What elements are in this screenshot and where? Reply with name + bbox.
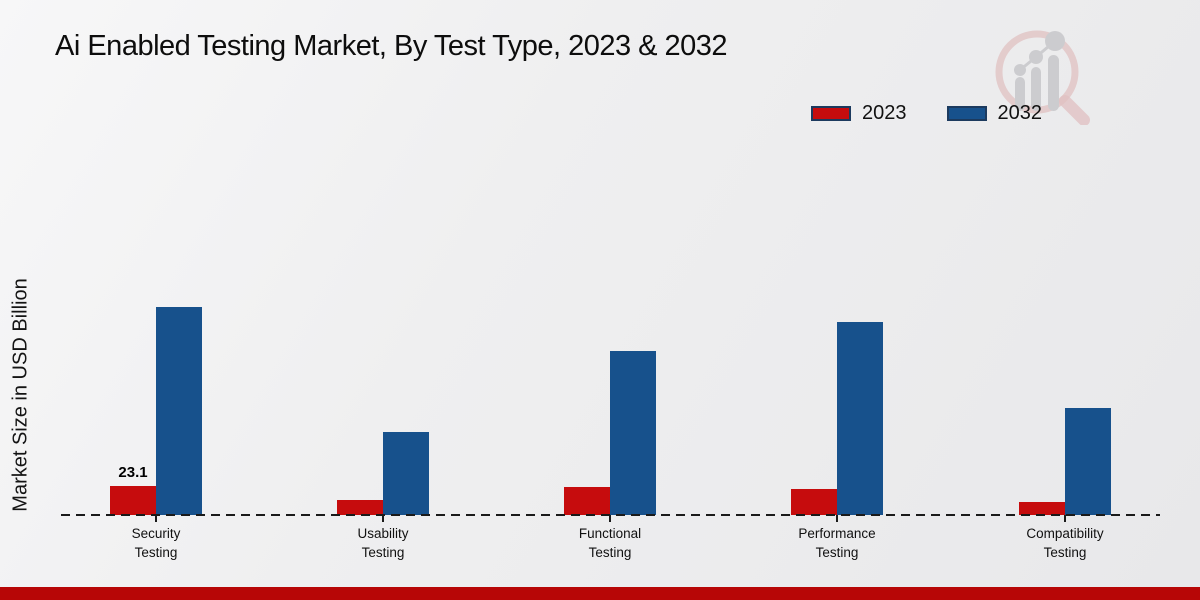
legend: 2023 2032 [811, 102, 1042, 125]
x-axis-tick-functional-testing [609, 515, 611, 522]
y-axis-label: Market Size in USD Billion [9, 278, 32, 512]
bar-2032-compatibility-testing [1065, 408, 1111, 515]
legend-item-2032: 2032 [946, 102, 1043, 125]
bar-2023-security-testing [110, 486, 156, 515]
legend-label-2032: 2032 [997, 102, 1043, 124]
category-label-performance-testing: Performance Testing [798, 526, 876, 560]
bar-2032-functional-testing [610, 351, 656, 515]
bar-value-label-2023-security-testing: 23.1 [118, 464, 148, 481]
bar-2023-functional-testing [564, 487, 610, 515]
magnifier-growth-chart-logo-icon [995, 30, 1090, 125]
bar-2032-usability-testing [383, 432, 429, 515]
category-label-security-testing: Security Testing [131, 526, 181, 560]
legend-label-2023: 2023 [862, 102, 907, 124]
x-axis-baseline [61, 514, 1160, 516]
chart-title: Ai Enabled Testing Market, By Test Type,… [55, 30, 728, 62]
footer-red-strip [0, 587, 1200, 600]
category-label-usability-testing: Usability Testing [357, 526, 409, 560]
legend-item-2023: 2023 [811, 102, 907, 125]
x-axis-tick-usability-testing [382, 515, 384, 522]
x-axis-tick-compatibility-testing [1064, 515, 1066, 522]
category-label-functional-testing: Functional Testing [578, 526, 642, 560]
x-axis-tick-security-testing [155, 515, 157, 522]
bar-2023-usability-testing [337, 500, 383, 515]
legend-swatch-2023 [811, 106, 851, 121]
bar-2023-compatibility-testing [1019, 502, 1065, 515]
x-axis-tick-performance-testing [836, 515, 838, 522]
bar-2023-performance-testing [791, 489, 837, 515]
bar-2032-security-testing [156, 307, 202, 515]
legend-swatch-2032 [946, 106, 987, 121]
bar-2032-performance-testing [837, 322, 883, 515]
category-label-compatibility-testing: Compatibility Testing [1026, 526, 1104, 560]
